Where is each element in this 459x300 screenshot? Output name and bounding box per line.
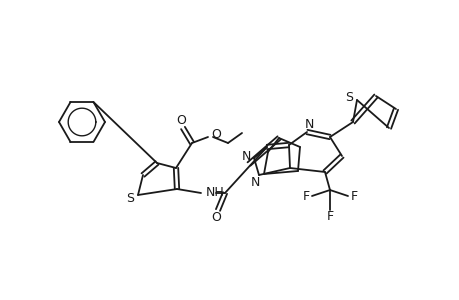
Text: O: O	[211, 128, 220, 140]
Text: O: O	[176, 115, 185, 128]
Text: NH: NH	[206, 187, 224, 200]
Text: S: S	[126, 193, 134, 206]
Text: S: S	[344, 91, 352, 103]
Text: F: F	[350, 190, 357, 202]
Text: F: F	[326, 211, 333, 224]
Text: F: F	[302, 190, 309, 202]
Text: O: O	[211, 212, 220, 224]
Text: N: N	[250, 176, 259, 188]
Text: N: N	[304, 118, 313, 130]
Text: N: N	[241, 149, 250, 163]
